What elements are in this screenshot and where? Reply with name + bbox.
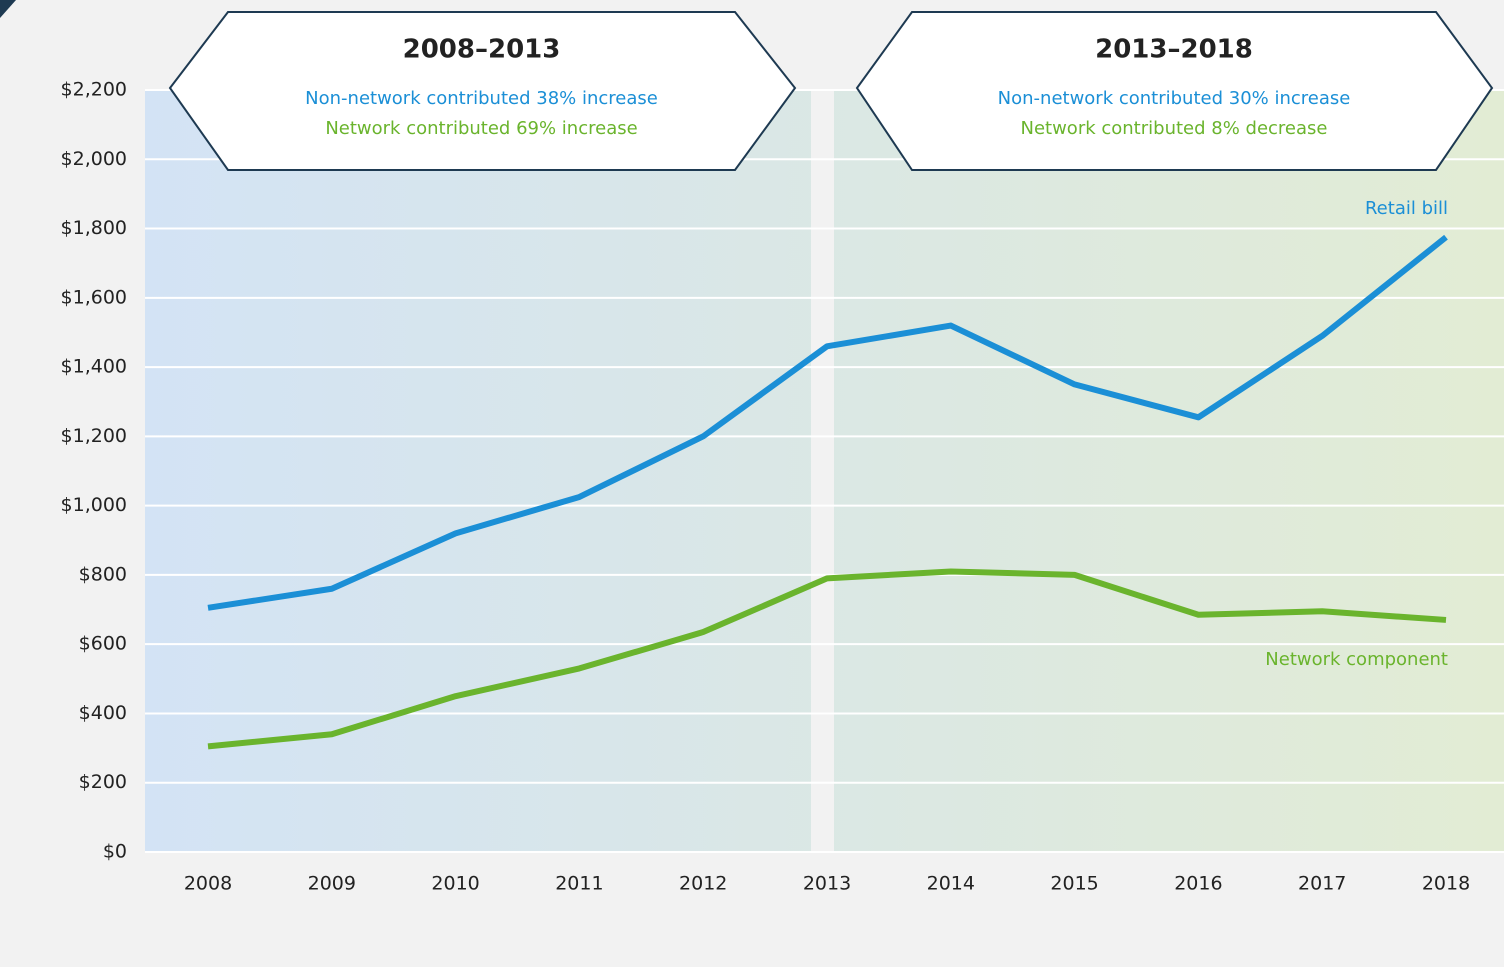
y-tick-label: $1,600	[61, 286, 127, 308]
x-tick-label: 2009	[308, 873, 356, 895]
layer: $0 $200 $400 $600 $800 $1,000 $1,200 $1,400 $1,6…	[61, 11, 1504, 895]
plot-background	[145, 90, 1504, 852]
annotation-box	[855, 11, 1494, 171]
y-tick-label: $600	[79, 633, 127, 655]
x-tick-label: 2008	[184, 873, 232, 895]
annotation-line: Network contributed 69% increase	[325, 118, 637, 139]
y-tick-label: $1,000	[61, 494, 127, 516]
x-tick-label: 2016	[1174, 873, 1222, 895]
x-tick-label: 2010	[431, 873, 479, 895]
y-tick-label: $1,400	[61, 356, 127, 378]
y-tick-label: $200	[79, 771, 127, 793]
annotation-line: Network contributed 8% decrease	[1020, 118, 1327, 139]
x-tick-label: 2011	[555, 873, 603, 895]
y-tick-label: $1,200	[61, 425, 127, 447]
series-line	[207, 568, 1447, 750]
x-tick-label: 2015	[1050, 873, 1098, 895]
series-label: Retail bill	[1365, 198, 1448, 219]
annotation-line: Non-network contributed 38% increase	[305, 88, 658, 109]
x-tick-label: 2018	[1422, 873, 1470, 895]
y-tick-label: $0	[103, 841, 127, 863]
annotation-title: 2013–2018	[1095, 35, 1253, 65]
y-tick-label: $2,000	[61, 148, 127, 170]
x-tick-label: 2012	[679, 873, 727, 895]
y-tick-label: $1,800	[61, 217, 127, 239]
series-line	[207, 234, 1448, 611]
series-label: Network component	[1265, 649, 1448, 670]
x-tick-label: 2017	[1298, 873, 1346, 895]
corner	[0, 0, 16, 18]
x-tick-label: 2014	[927, 873, 975, 895]
annotation-line: Non-network contributed 30% increase	[998, 88, 1351, 109]
period-divider	[811, 90, 834, 852]
y-tick-label: $400	[79, 702, 127, 724]
x-tick-label: 2013	[803, 873, 851, 895]
y-tick-label: $800	[79, 563, 127, 585]
annotation-title: 2008–2013	[403, 35, 561, 65]
y-tick-label: $2,200	[61, 79, 127, 101]
annotation-box	[168, 11, 797, 171]
